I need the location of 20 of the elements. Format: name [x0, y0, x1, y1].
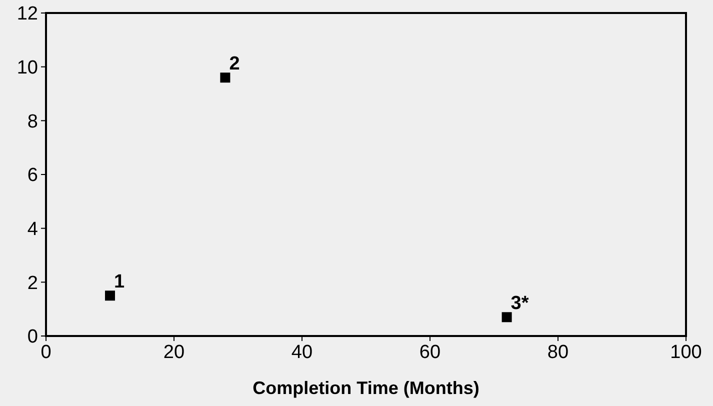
y-tick-label: 10 [16, 57, 38, 78]
annotation: 1 [114, 272, 125, 293]
point [502, 312, 512, 322]
y-tick-label: 8 [27, 111, 38, 132]
point [105, 290, 115, 301]
y-tick-label: 6 [27, 165, 38, 186]
x-tick-label: 40 [291, 342, 313, 363]
annotation: 2 [229, 54, 240, 75]
y-tick-label: 2 [27, 272, 38, 294]
x-tick-label: 100 [670, 342, 702, 363]
x-tick-label: 80 [547, 342, 569, 363]
x-axis-title: Completion Time (Months) [252, 378, 480, 398]
point [220, 72, 230, 83]
x-tick-label: 20 [163, 342, 185, 363]
x-tick-label: 60 [419, 342, 441, 363]
y-tick-label: 12 [16, 4, 38, 25]
annotation: 3* [510, 293, 530, 314]
x-tick-label: 0 [40, 342, 52, 363]
y-tick-label: 0 [27, 326, 38, 348]
y-tick-label: 4 [27, 218, 38, 240]
